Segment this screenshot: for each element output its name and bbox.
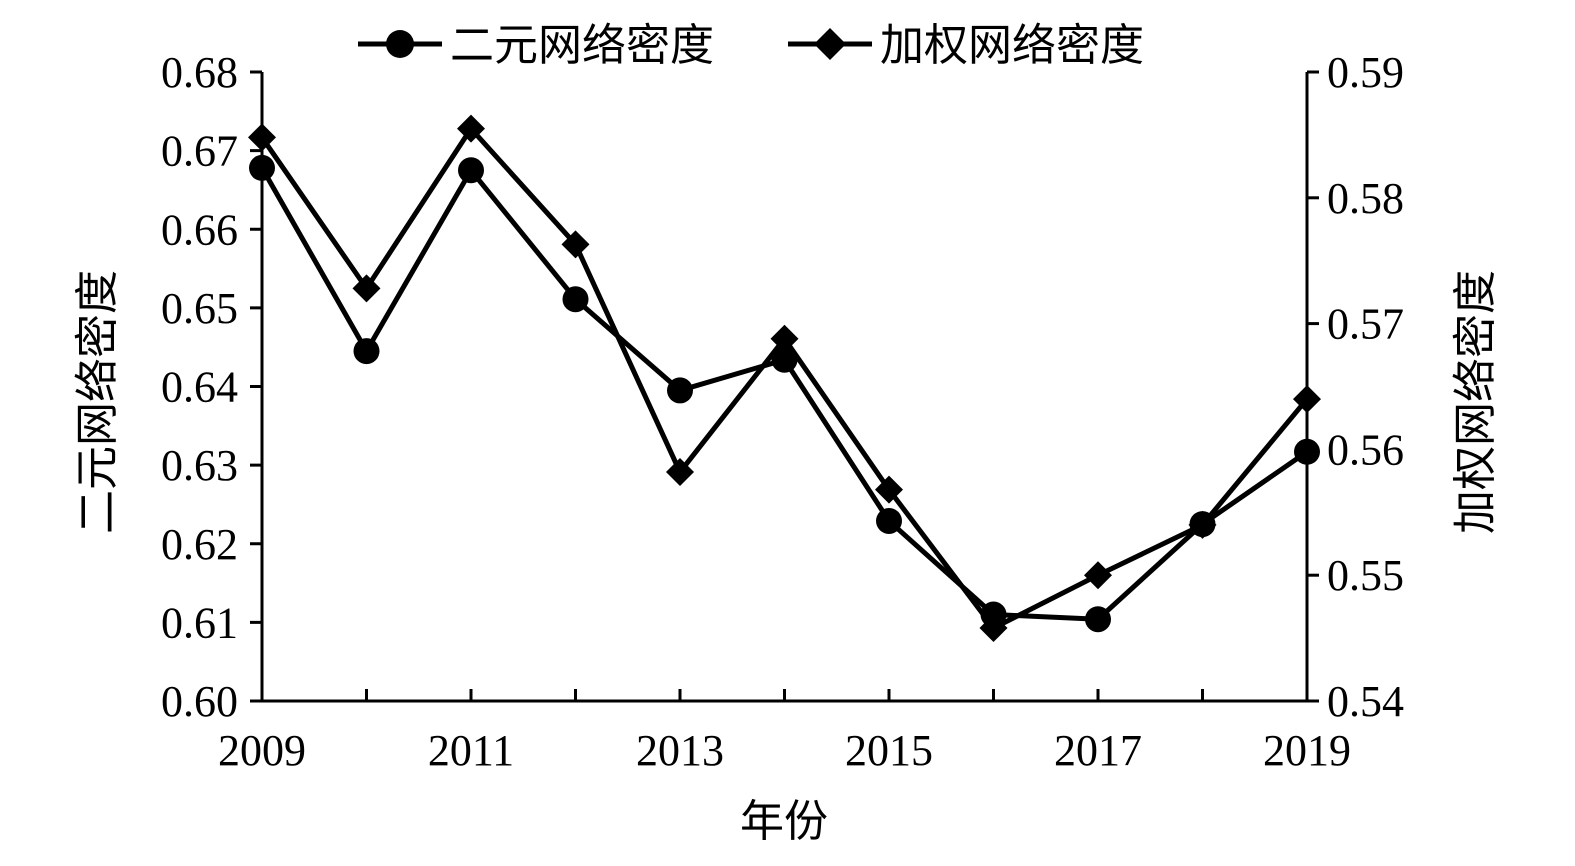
left-y-tick-label: 0.64 — [161, 363, 238, 412]
data-point-weighted — [352, 274, 381, 303]
legend-marker-binary — [386, 30, 414, 58]
x-ticks: 2009 2011 2013 2015 2017 2019 — [218, 689, 1351, 775]
left-y-tick-label: 0.66 — [161, 205, 238, 254]
legend-label-binary: 二元网络密度 — [450, 20, 714, 71]
left-y-tick-label: 0.63 — [161, 441, 238, 490]
data-point-binary — [353, 338, 380, 365]
left-y-tick-label: 0.67 — [161, 127, 238, 176]
right-y-tick-label: 0.55 — [1327, 551, 1404, 600]
left-y-tick-label: 0.62 — [161, 520, 238, 569]
legend-marker-weighted — [814, 28, 846, 60]
axes — [260, 72, 1309, 703]
x-tick-label: 2009 — [218, 726, 306, 775]
data-point-weighted — [457, 114, 485, 143]
data-point-weighted — [1293, 385, 1321, 414]
x-tick-label: 2013 — [636, 726, 724, 775]
data-point-weighted — [770, 324, 799, 353]
right-y-tick-label: 0.58 — [1327, 174, 1404, 223]
left-y-ticks: 0.60 0.61 0.62 0.63 0.64 0.65 0.66 0.67 0.68 — [161, 48, 262, 726]
x-tick-label: 2017 — [1054, 726, 1142, 775]
data-point-weighted — [666, 458, 694, 487]
data-point-weighted — [1084, 561, 1112, 590]
legend-label-weighted: 加权网络密度 — [880, 20, 1144, 71]
x-tick-label: 2011 — [428, 726, 514, 775]
right-y-tick-label: 0.57 — [1327, 300, 1404, 349]
data-point-weighted — [979, 614, 1008, 643]
data-point-weighted — [1188, 510, 1217, 539]
series-layer — [248, 114, 1321, 643]
left-y-tick-label: 0.65 — [161, 284, 238, 333]
right-y-ticks: 0.54 0.55 0.56 0.57 0.58 0.59 — [1307, 48, 1404, 726]
right-y-tick-label: 0.56 — [1327, 425, 1404, 474]
left-y-tick-label: 0.68 — [161, 48, 238, 97]
x-axis-title: 年份 — [740, 796, 828, 847]
left-y-axis-title: 二元网络密度 — [72, 270, 123, 534]
right-y-tick-label: 0.54 — [1327, 677, 1404, 726]
data-point-weighted — [561, 230, 590, 259]
right-y-axis-title: 加权网络密度 — [1450, 270, 1501, 534]
legend: 二元网络密度 加权网络密度 — [358, 20, 1144, 71]
data-point-binary — [771, 346, 798, 373]
data-point-binary — [1294, 438, 1320, 465]
data-point-binary — [249, 154, 275, 181]
left-y-tick-label: 0.60 — [161, 677, 238, 726]
series-line-weighted — [259, 126, 1309, 631]
x-tick-label: 2019 — [1263, 726, 1351, 775]
left-y-tick-label: 0.61 — [161, 598, 238, 647]
data-point-binary — [1085, 606, 1111, 633]
data-point-weighted — [248, 123, 276, 152]
x-tick-label: 2015 — [845, 726, 933, 775]
right-y-tick-label: 0.59 — [1327, 48, 1404, 97]
data-point-weighted — [875, 475, 903, 504]
data-point-binary — [458, 157, 484, 184]
data-point-binary — [562, 286, 589, 313]
data-point-binary — [876, 507, 902, 534]
data-point-binary — [667, 377, 693, 404]
